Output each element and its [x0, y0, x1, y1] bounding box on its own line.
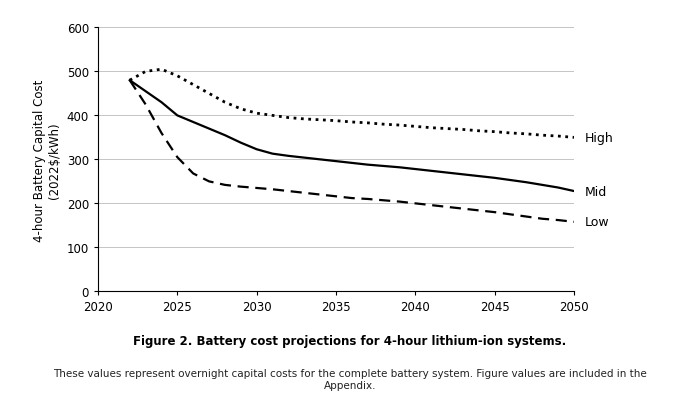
Text: High: High — [584, 132, 613, 145]
Text: Figure 2. Battery cost projections for 4-hour lithium-ion systems.: Figure 2. Battery cost projections for 4… — [134, 334, 566, 347]
Text: Low: Low — [584, 216, 609, 229]
Text: Mid: Mid — [584, 185, 607, 198]
Text: These values represent overnight capital costs for the complete battery system. : These values represent overnight capital… — [53, 369, 647, 390]
Y-axis label: 4-hour Battery Capital Cost
(2022$/kWh): 4-hour Battery Capital Cost (2022$/kWh) — [33, 79, 61, 241]
